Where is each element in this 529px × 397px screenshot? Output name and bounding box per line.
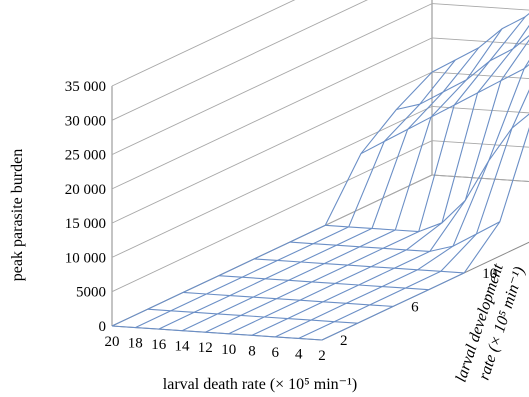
- z-tick-label: 15 000: [65, 216, 106, 232]
- surface-line-const-y: [218, 275, 429, 291]
- z-gridline: [111, 105, 529, 258]
- y-tick-labels: 26101418: [340, 266, 497, 349]
- axis-box: [111, 0, 529, 341]
- y-tick-label: 6: [411, 299, 419, 315]
- z-gridline: [111, 0, 296, 87]
- z-tick-label: 25 000: [65, 148, 106, 164]
- x-tick-label: 10: [221, 342, 236, 358]
- surface-line-const-x: [275, 59, 529, 338]
- x-tick-label: 16: [151, 337, 167, 353]
- z-gridlines: [111, 0, 529, 327]
- surface-line-const-y: [183, 291, 394, 307]
- z-tick-label: 0: [99, 319, 107, 335]
- surface-line-const-x: [298, 89, 529, 339]
- y-tick-label: 10: [482, 266, 497, 282]
- x-axis-label: larval death rate (× 10⁵ min⁻¹): [163, 376, 357, 393]
- y-tick-label: 2: [340, 333, 348, 349]
- surface-line-const-x: [205, 16, 526, 333]
- x-tick-labels: 20 18 16 14 12 10 8 6 4 2: [105, 334, 326, 364]
- x-tick-label: 2: [318, 348, 326, 364]
- surface-line-const-y: [396, 35, 529, 111]
- z-tick-label: 10 000: [65, 250, 106, 266]
- surface-line-const-x: [158, 47, 480, 330]
- z-tick-label: 20 000: [65, 182, 106, 198]
- x-tick-label: 6: [272, 345, 280, 361]
- z-tick-label: 35 000: [65, 79, 106, 95]
- z-axis-label: peak parasite burden: [9, 149, 26, 281]
- z-tick-label: 5000: [76, 285, 106, 301]
- surface-line-const-y: [111, 325, 323, 341]
- x-tick-label: 14: [175, 339, 191, 355]
- z-tick-label: 30 000: [65, 113, 106, 129]
- surface-line-const-x: [181, 28, 503, 332]
- x-tick-label: 4: [295, 346, 303, 362]
- surface-mesh: [111, 12, 529, 341]
- z-gridline: [111, 71, 529, 224]
- surface-line-const-y: [325, 113, 529, 233]
- z-gridline: [111, 37, 529, 190]
- surface-line-const-x: [321, 127, 529, 341]
- surface-line-const-x: [251, 39, 529, 336]
- x-tick-label: 8: [248, 343, 256, 359]
- surface-line-const-x: [111, 71, 433, 327]
- surface-line-const-y: [431, 12, 529, 73]
- z-gridline: [111, 3, 529, 156]
- z-tick-labels: 0 5000 10 000 15 000 20 000 25 000 30 000 35 00…: [65, 79, 106, 335]
- surface-line-const-x: [135, 59, 456, 329]
- surface-line-const-y: [147, 308, 358, 324]
- floor-back-edge: [431, 174, 529, 182]
- z-gridline: [111, 0, 368, 121]
- surface-line-const-x: [228, 24, 529, 335]
- x-tick-label: 18: [128, 336, 143, 352]
- surface-line-const-y: [289, 221, 501, 252]
- x-tick-label: 12: [198, 340, 213, 356]
- x-tick-label: 20: [105, 334, 120, 350]
- surface-line-const-y: [254, 258, 465, 274]
- z-gridline: [111, 140, 529, 293]
- surface-line-const-y: [360, 63, 529, 155]
